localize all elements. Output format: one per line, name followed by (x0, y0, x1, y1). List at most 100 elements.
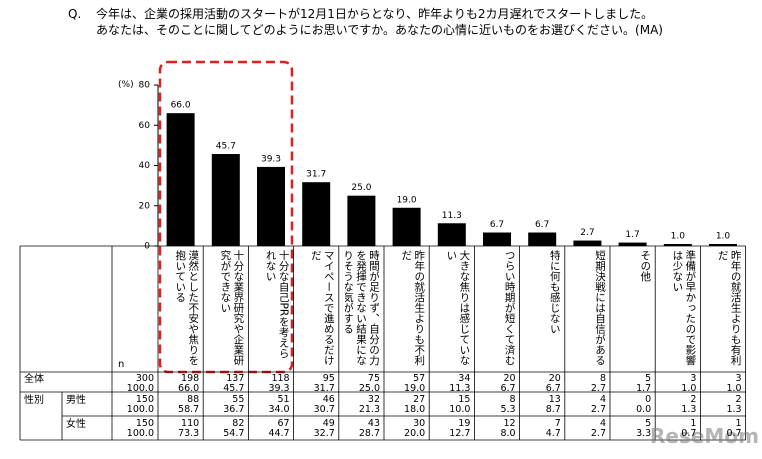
count-cell: 8 (599, 373, 606, 384)
count-cell: 55 (232, 394, 245, 405)
count-cell: 20 (548, 373, 561, 384)
pct-cell: 12.7 (449, 428, 471, 439)
bar (663, 243, 692, 246)
category-label: 昨年の就活生よりも有利だ (716, 250, 742, 366)
pct-cell: 44.7 (268, 428, 290, 439)
count-cell: 1 (735, 418, 742, 429)
count-cell: 34 (458, 373, 471, 384)
pct-cell: 19.0 (404, 383, 426, 394)
category-label: その他 (639, 250, 652, 282)
pct-cell: 6.7 (500, 383, 516, 394)
count-cell: 49 (322, 418, 335, 429)
count-cell: 7 (554, 418, 561, 429)
y-tick-label: 60 (139, 121, 151, 131)
pct-cell: 34.0 (268, 404, 290, 415)
pct-cell: 11.3 (449, 383, 471, 394)
count-cell: 57 (413, 373, 426, 384)
pct-cell: 25.0 (358, 383, 380, 394)
category-label: マイペースで進めるだけだ (309, 250, 335, 366)
count-cell: 32 (367, 394, 380, 405)
category-label: 十分な自己PRを考えられない (264, 250, 290, 359)
count-cell: 1 (690, 418, 697, 429)
pct-cell: 2.7 (590, 383, 606, 394)
pct-cell: 21.3 (358, 404, 380, 415)
pct-cell: 18.0 (404, 404, 426, 415)
value-label: 39.3 (261, 154, 281, 164)
n-pct: 100.0 (126, 404, 154, 415)
pct-cell: 20.0 (404, 428, 426, 439)
count-cell: 15 (458, 394, 471, 405)
value-label: 6.7 (535, 220, 549, 230)
count-cell: 82 (232, 418, 245, 429)
count-cell: 27 (413, 394, 426, 405)
bar (573, 240, 602, 246)
bar (437, 223, 466, 246)
category-label: つらい時期が短くて済む (503, 250, 516, 366)
bar (392, 207, 421, 246)
row-label: 女性 (66, 419, 86, 430)
pct-cell: 6.7 (545, 383, 561, 394)
pct-cell: 1.7 (636, 383, 652, 394)
value-label: 1.0 (716, 231, 731, 241)
count-cell: 75 (367, 373, 380, 384)
y-tick-label: 40 (139, 161, 151, 171)
pct-cell: 1.0 (681, 383, 697, 394)
count-cell: 5 (645, 373, 652, 384)
bar (528, 232, 557, 246)
pct-cell: 1.0 (726, 383, 742, 394)
pct-cell: 32.7 (313, 428, 335, 439)
watermark: ReseMom (650, 424, 759, 448)
count-cell: 110 (181, 418, 200, 429)
pct-cell: 28.7 (358, 428, 380, 439)
question-text: 今年は、企業の採用活動のスタートが12月1日からとなり、昨年よりも2カ月遅れでス… (96, 7, 654, 21)
count-cell: 12 (503, 418, 516, 429)
row-group: 性別 (24, 395, 44, 406)
pct-cell: 0.7 (681, 428, 697, 439)
value-label: 66.0 (171, 101, 191, 111)
value-label: 31.7 (306, 170, 326, 180)
value-label: 2.7 (580, 228, 594, 238)
count-cell: 20 (503, 373, 516, 384)
count-cell: 95 (322, 373, 335, 384)
value-label: 45.7 (216, 142, 236, 152)
bar (618, 242, 647, 246)
bar (257, 166, 285, 246)
pct-cell: 45.7 (223, 383, 245, 394)
count-cell: 13 (548, 394, 561, 405)
category-label: 短期決戦には自信がある (593, 250, 606, 366)
count-cell: 137 (226, 373, 245, 384)
count-cell: 3 (735, 373, 742, 384)
category-label: 準備が早かったので影響は少ない (671, 250, 697, 366)
pct-cell: 10.0 (449, 404, 471, 415)
category-label: 漠然とした不安や焦りを抱いている (174, 250, 200, 366)
pct-cell: 2.7 (590, 404, 606, 415)
n-count: 150 (135, 394, 154, 405)
bar (302, 182, 331, 246)
count-cell: 67 (277, 418, 290, 429)
category-label: 昨年の就活生よりも不利だ (400, 250, 426, 366)
pct-cell: 39.3 (268, 383, 290, 394)
y-tick-label: 0 (144, 242, 150, 252)
pct-cell: 73.3 (178, 428, 200, 439)
bar (347, 195, 376, 246)
pct-cell: 66.0 (178, 383, 200, 394)
pct-cell: 30.7 (313, 404, 335, 415)
pct-cell: 8.7 (545, 404, 561, 415)
y-tick-label: 80 (139, 81, 151, 91)
pct-cell: 1.3 (726, 404, 742, 415)
value-label: 6.7 (490, 220, 504, 230)
pct-cell: 58.7 (178, 404, 200, 415)
pct-cell: 8.0 (500, 428, 516, 439)
n-pct: 100.0 (126, 428, 154, 439)
count-cell: 4 (599, 418, 606, 429)
question-text: あなたは、そのことに関してどのようにお思いですか。あなたの心情に近いものをお選び… (96, 23, 663, 37)
count-cell: 2 (690, 394, 697, 405)
count-cell: 19 (458, 418, 471, 429)
count-cell: 5 (645, 418, 652, 429)
count-cell: 198 (181, 373, 200, 384)
count-cell: 88 (187, 394, 200, 405)
count-cell: 51 (277, 394, 290, 405)
pct-cell: 3.3 (636, 428, 652, 439)
count-cell: 30 (413, 418, 426, 429)
